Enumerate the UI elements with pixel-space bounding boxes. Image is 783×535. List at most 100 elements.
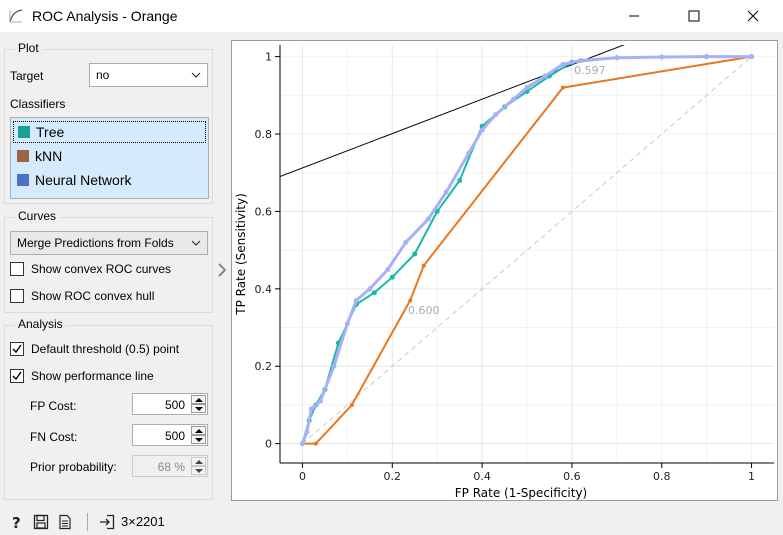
classifiers-label: Classifiers [10, 97, 66, 111]
neural-network-roc-point [331, 363, 337, 369]
default-threshold-checkbox[interactable]: Default threshold (0.5) point [10, 342, 179, 356]
spin-up-button[interactable] [191, 426, 206, 435]
classifier-label: Tree [36, 124, 65, 140]
neural-network-roc-point [560, 61, 566, 67]
roc-chart[interactable]: 0 0 0.2 0.2 0.4 0.4 0.6 0.6 0.8 0.8 1 1 FP Rate (1-S… [232, 41, 777, 500]
x-tick-label: 1 [748, 470, 755, 483]
fp-cost-label: FP Cost: [30, 399, 77, 413]
title-bar: ROC Analysis - Orange [0, 0, 783, 32]
knn-color-swatch [17, 150, 29, 162]
tree-roc-point [371, 290, 377, 296]
close-icon [747, 10, 759, 22]
report-icon[interactable] [57, 514, 73, 530]
checkbox-box[interactable] [10, 369, 24, 383]
neural-network-roc-point [344, 321, 350, 327]
classifier-item-tree[interactable]: Tree [13, 121, 206, 143]
tree-color-swatch [18, 126, 30, 138]
y-tick-label: 0.2 [255, 360, 273, 373]
classifier-label: kNN [35, 148, 63, 164]
neural-network-color-swatch [17, 174, 29, 186]
threshold-annotation: 0.600 [408, 304, 440, 317]
neural-network-roc-point [542, 73, 548, 79]
fn-cost-spinbox[interactable]: 500 [132, 424, 208, 446]
close-button[interactable] [730, 0, 776, 32]
neural-network-roc-point [353, 297, 359, 303]
neural-network-roc-point [614, 55, 620, 61]
y-tick-label: 0.8 [255, 128, 273, 141]
spin-down-button [191, 466, 206, 475]
analysis-group-title: Analysis [15, 317, 66, 331]
fp-cost-value: 500 [164, 398, 185, 412]
spin-up-button[interactable] [191, 395, 206, 404]
neural-network-roc-point [367, 286, 373, 292]
roc-plot-frame[interactable]: 0 0 0.2 0.2 0.4 0.4 0.6 0.6 0.8 0.8 1 1 FP Rate (1-S… [231, 40, 778, 501]
classifiers-list[interactable]: Tree kNN Neural Network [10, 117, 209, 199]
neural-network-roc-point [308, 406, 314, 412]
target-value: no [96, 68, 110, 82]
input-icon [100, 514, 115, 530]
neural-network-roc-point [385, 266, 391, 272]
data-summary: 3×2201 [121, 514, 165, 529]
tree-roc-point [412, 251, 418, 257]
checkbox-box[interactable] [10, 289, 24, 303]
neural-network-roc-point [524, 85, 530, 91]
knn-roc-point [560, 85, 565, 90]
show-convex-roc-checkbox[interactable]: Show convex ROC curves [10, 262, 171, 276]
y-tick-label: 1 [265, 51, 272, 64]
checkmark-icon [12, 371, 22, 381]
neural-network-roc-point [425, 216, 431, 222]
merge-predictions-combo[interactable]: Merge Predictions from Folds [10, 231, 208, 255]
maximize-button[interactable] [671, 0, 717, 32]
y-tick-label: 0 [265, 438, 272, 451]
show-convex-roc-label: Show convex ROC curves [31, 262, 172, 276]
spin-down-button[interactable] [191, 404, 206, 413]
performance-line-label: Show performance line [31, 369, 154, 383]
spin-up-button [191, 457, 206, 466]
neural-network-roc-point [299, 441, 305, 447]
y-tick-label: 0.6 [255, 205, 273, 218]
prior-probability-spinbox: 68 % [132, 455, 208, 477]
classifier-item-knn[interactable]: kNN [13, 145, 206, 167]
prior-probability-value: 68 % [157, 460, 185, 474]
fn-cost-value: 500 [164, 429, 185, 443]
checkbox-box[interactable] [10, 262, 24, 276]
neural-network-roc-point [443, 189, 449, 195]
save-icon[interactable] [33, 514, 49, 530]
neural-network-roc-point [403, 239, 409, 245]
target-label: Target [10, 69, 44, 83]
show-convex-hull-label: Show ROC convex hull [31, 289, 155, 303]
show-convex-hull-checkbox[interactable]: Show ROC convex hull [10, 289, 154, 303]
checkbox-box[interactable] [10, 342, 24, 356]
spin-down-button[interactable] [191, 435, 206, 444]
curves-group-title: Curves [15, 209, 60, 223]
neural-network-roc-point [659, 54, 665, 60]
performance-line-checkbox[interactable]: Show performance line [10, 369, 154, 383]
knn-roc-point [408, 298, 413, 303]
neural-network-roc-point [578, 57, 584, 63]
x-tick-label: 0 [299, 470, 306, 483]
help-icon[interactable]: ? [9, 514, 25, 530]
analysis-group: Analysis Default threshold (0.5) point S… [4, 317, 213, 500]
target-combo[interactable]: no [89, 63, 208, 87]
tree-roc-point [457, 177, 463, 183]
merge-predictions-value: Merge Predictions from Folds [17, 236, 174, 250]
plot-group: Plot Target no Classifiers Tree kNN Neur… [4, 41, 213, 204]
neural-network-roc-curve [301, 55, 752, 445]
threshold-annotation: 0.597 [574, 64, 606, 77]
minimize-button[interactable] [611, 0, 657, 32]
collapse-panel-icon[interactable] [217, 263, 227, 277]
minimize-icon [629, 15, 639, 17]
chevron-down-icon [191, 72, 201, 78]
curves-group: Curves Merge Predictions from Folds Show… [4, 209, 213, 313]
neural-network-roc-point [749, 54, 755, 60]
neural-network-roc-point [511, 96, 517, 102]
svg-text:?: ? [12, 514, 21, 530]
classifier-item-neural-network[interactable]: Neural Network [13, 169, 206, 191]
neural-network-roc-point [704, 54, 710, 60]
status-bar: ? 3×2201 [0, 508, 783, 535]
x-tick-label: 0.8 [653, 470, 671, 483]
neural-network-roc-point [466, 150, 472, 156]
default-threshold-label: Default threshold (0.5) point [31, 342, 180, 356]
knn-roc-point [421, 263, 426, 268]
fp-cost-spinbox[interactable]: 500 [132, 393, 208, 415]
